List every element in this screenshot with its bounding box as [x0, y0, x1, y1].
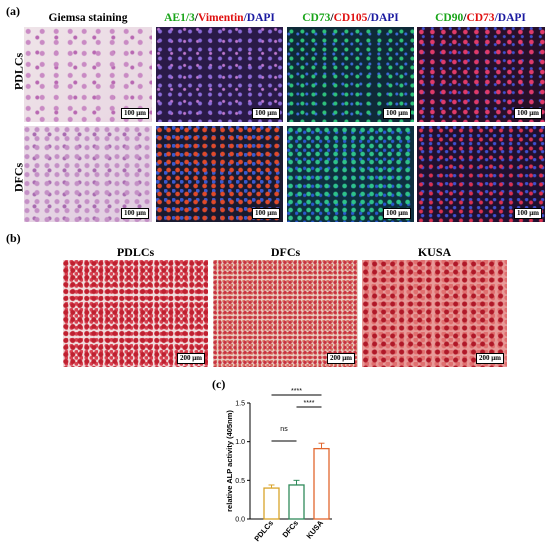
- alizarin-pdlcs-image: 200 μm: [63, 260, 208, 367]
- scale-label: 100 μm: [251, 208, 280, 219]
- scale-label: 100 μm: [251, 108, 280, 119]
- col-title-part: /DAPI: [243, 12, 275, 24]
- significance-label: ****: [304, 400, 315, 407]
- cd90-cd73-dfcs-image: 100 μm: [417, 126, 545, 222]
- col-title-part: /: [330, 12, 334, 24]
- x-tick-label: KUSA: [304, 518, 325, 541]
- col-title-part: CD73: [302, 12, 331, 24]
- col-title-part: CD105: [333, 12, 368, 24]
- col-title-part: /: [194, 12, 198, 24]
- col-title-ae13-vimentin: AE1/3/Vimentin/DAPI: [156, 12, 283, 24]
- scale-label: 100 μm: [382, 208, 411, 219]
- scale-label: 200 μm: [176, 353, 205, 364]
- alizarin-dfcs-image: 200 μm: [213, 260, 358, 367]
- col-title-cd73-cd105: CD73/CD105/DAPI: [287, 12, 414, 24]
- significance-label: ****: [291, 388, 302, 395]
- bar-dfcs: [288, 484, 305, 520]
- panel-b-letter: (b): [6, 231, 21, 245]
- y-tick-label: 1.0: [235, 439, 245, 446]
- y-tick-label: 0.0: [235, 517, 245, 524]
- col-title-part: /DAPI: [494, 12, 526, 24]
- y-axis-label: relative ALP activity (405nm): [225, 410, 234, 512]
- col-title-part: Vimentin: [197, 12, 244, 24]
- x-tick-label: DFCs: [281, 519, 300, 540]
- scale-label: 200 μm: [475, 353, 504, 364]
- col-title-part: AE1/3: [164, 12, 195, 24]
- b-title-dfcs: DFCs: [270, 245, 301, 259]
- ae13-vimentin-pdlcs-image: 100 μm: [156, 27, 283, 122]
- col-title-giemsa: Giemsa staining: [24, 12, 152, 24]
- col-title-part: /DAPI: [367, 12, 399, 24]
- y-tick-label: 1.5: [235, 401, 245, 408]
- scale-label: 100 μm: [513, 208, 542, 219]
- bar-pdlcs: [263, 487, 280, 520]
- giemsa-dfcs-image: 100 μm: [24, 126, 152, 222]
- col-title-part: Giemsa staining: [48, 12, 128, 24]
- giemsa-pdlcs-image: 100 μm: [24, 27, 152, 122]
- significance-label: ns: [280, 426, 288, 433]
- bar-kusa: [313, 447, 330, 520]
- x-tick-label: PDLCs: [252, 519, 275, 544]
- ae13-vimentin-dfcs-image: 100 μm: [156, 126, 283, 222]
- scale-label: 100 μm: [513, 108, 542, 119]
- col-title-part: CD90: [435, 12, 464, 24]
- col-title-part: /: [463, 12, 467, 24]
- scale-label: 100 μm: [382, 108, 411, 119]
- alizarin-kusa-image: 200 μm: [362, 260, 507, 367]
- col-title-part: CD73: [466, 12, 495, 24]
- cd73-cd105-pdlcs-image: 100 μm: [287, 27, 414, 122]
- scale-label: 100 μm: [120, 108, 149, 119]
- scale-label: 200 μm: [326, 353, 355, 364]
- col-title-cd90-cd73: CD90/CD73/DAPI: [417, 12, 544, 24]
- panel-a-letter: (a): [6, 4, 20, 18]
- cd73-cd105-dfcs-image: 100 μm: [287, 126, 414, 222]
- y-tick-label: 0.5: [235, 478, 245, 485]
- cd90-cd73-pdlcs-image: 100 μm: [417, 27, 545, 122]
- b-title-kusa: KUSA: [417, 245, 452, 259]
- b-title-pdlcs: PDLCs: [116, 245, 155, 259]
- panel-c-letter: (c): [212, 377, 226, 391]
- scale-label: 100 μm: [120, 208, 149, 219]
